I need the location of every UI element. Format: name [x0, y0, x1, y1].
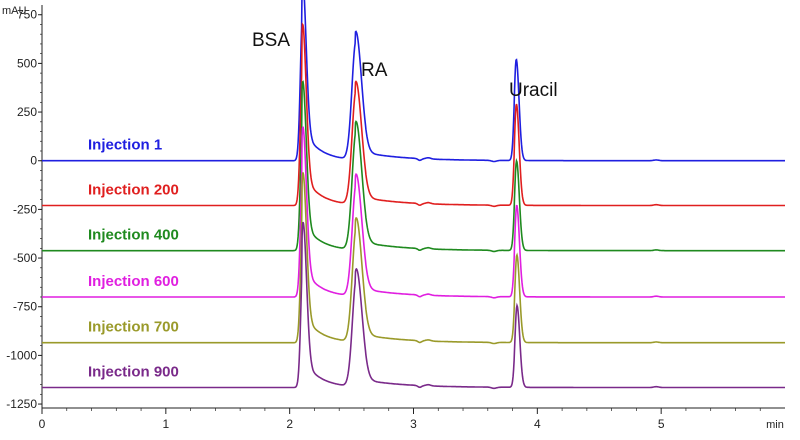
- y-tick-label: -250: [13, 202, 37, 216]
- x-tick-label: 3: [410, 417, 417, 431]
- series-line: [42, 80, 785, 253]
- x-tick-label: 0: [39, 417, 46, 431]
- y-tick-label: 750: [17, 8, 37, 22]
- y-unit-label: mAU: [2, 5, 27, 17]
- x-tick-label: 2: [286, 417, 293, 431]
- y-tick-label: 500: [17, 56, 37, 70]
- label-layer: Injection 1 Injection 200 Injection 400 Inj…: [88, 30, 558, 381]
- peak-label: Uracil: [509, 80, 558, 101]
- x-tick-label: 1: [162, 417, 169, 431]
- x-unit-label: min: [766, 419, 784, 431]
- y-tick-label: -500: [13, 251, 37, 265]
- y-tick-label: 250: [17, 105, 37, 119]
- series-line: [42, 22, 785, 208]
- x-tick-label: 5: [658, 417, 665, 431]
- series-label: Injection 400: [88, 227, 179, 244]
- peak-label: RA: [361, 60, 388, 81]
- series-layer: [42, 0, 785, 390]
- series-line: [42, 221, 785, 390]
- series-line: [42, 0, 785, 163]
- x-tick-label: 4: [534, 417, 541, 431]
- y-tick-label: -1250: [6, 397, 37, 411]
- series-label: Injection 700: [88, 319, 179, 336]
- y-tick-label: -1000: [6, 348, 37, 362]
- series-label: Injection 1: [88, 137, 162, 154]
- series-line: [42, 126, 785, 299]
- peak-label: BSA: [252, 30, 290, 51]
- series-label: Injection 600: [88, 273, 179, 290]
- series-line: [42, 172, 785, 345]
- y-tick-label: 0: [30, 154, 37, 168]
- series-label: Injection 200: [88, 182, 179, 199]
- series-label: Injection 900: [88, 364, 179, 381]
- y-tick-label: -750: [13, 300, 37, 314]
